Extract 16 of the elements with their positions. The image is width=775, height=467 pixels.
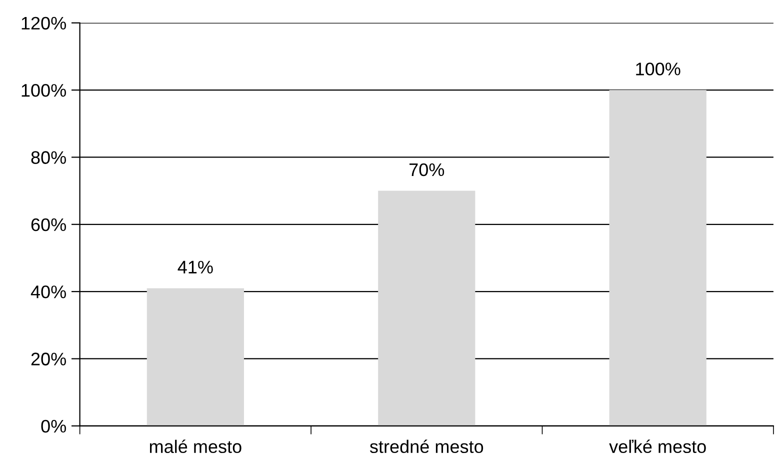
data-label: 70% <box>409 163 444 176</box>
y-tick-label: 60% <box>31 218 66 232</box>
bar <box>146 288 244 426</box>
y-tick-label: 40% <box>30 286 66 298</box>
x-tick-label: stredné mesto <box>370 440 484 454</box>
x-tick-label: malé mesto <box>150 440 242 454</box>
y-tick-label: 80% <box>31 151 66 164</box>
data-label: 100% <box>636 62 680 76</box>
x-tick-label: veľké mesto <box>609 440 706 454</box>
y-tick-label: 0% <box>41 420 66 433</box>
y-tick-label: 100% <box>22 84 66 97</box>
bar <box>609 90 706 426</box>
y-tick-label: 120% <box>22 16 66 30</box>
y-tick-label: 20% <box>31 352 66 366</box>
bar <box>378 190 476 426</box>
data-label: 41% <box>178 260 213 274</box>
